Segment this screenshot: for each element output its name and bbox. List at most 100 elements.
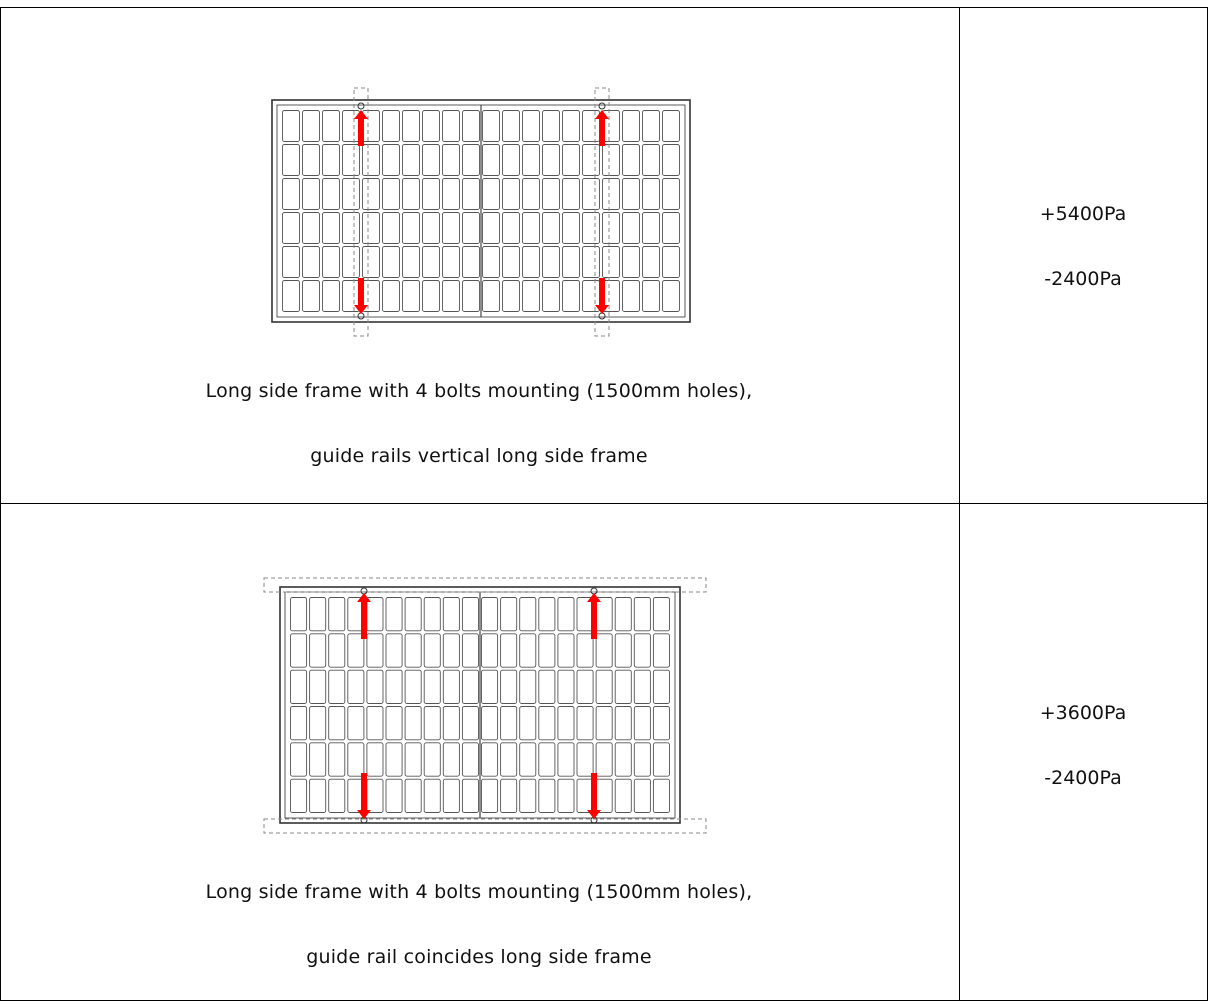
solar-cell [602, 144, 620, 176]
solar-cell [481, 669, 499, 704]
solar-cell [662, 178, 680, 210]
solar-cell [519, 597, 537, 632]
solar-cell [404, 669, 422, 704]
solar-cell [562, 144, 580, 176]
solar-cell [342, 212, 360, 244]
solar-cell [519, 706, 537, 741]
solar-cell [500, 778, 518, 813]
solar-cell [595, 669, 613, 704]
solar-cell [461, 778, 479, 813]
solar-cell [562, 246, 580, 278]
solar-cell [461, 669, 479, 704]
solar-cell [385, 742, 403, 777]
row1-caption-line1: Long side frame with 4 bolts mounting (1… [205, 380, 753, 402]
guide-rail [263, 818, 707, 834]
solar-cell [423, 633, 441, 668]
solar-cell [557, 669, 575, 704]
solar-cell [519, 633, 537, 668]
row2-caption-line2: guide rail coincides long side frame [306, 946, 652, 968]
row2-pressure-positive: +3600Pa [1039, 702, 1127, 724]
solar-cell [461, 742, 479, 777]
solar-cell [366, 706, 384, 741]
solar-cell [422, 280, 440, 312]
solar-cell [538, 597, 556, 632]
solar-cell [482, 110, 500, 142]
solar-cell [309, 633, 327, 668]
solar-cell [602, 178, 620, 210]
solar-cell [422, 246, 440, 278]
solar-cell [481, 597, 499, 632]
solar-cell [462, 144, 480, 176]
solar-cell [502, 144, 520, 176]
column-divider [959, 8, 960, 1000]
solar-cell [481, 742, 499, 777]
solar-cell [423, 669, 441, 704]
solar-cell [522, 280, 540, 312]
solar-cell [302, 246, 320, 278]
solar-cell [442, 633, 460, 668]
solar-cell [404, 633, 422, 668]
solar-cell [482, 212, 500, 244]
solar-cell [404, 706, 422, 741]
solar-cell [309, 669, 327, 704]
solar-cell [462, 280, 480, 312]
solar-cell [500, 597, 518, 632]
solar-cell [422, 178, 440, 210]
solar-cell [462, 212, 480, 244]
solar-cell [322, 144, 340, 176]
solar-cell [362, 110, 380, 142]
solar-cell [423, 778, 441, 813]
solar-cell [652, 597, 670, 632]
load-arrow-head [595, 305, 609, 314]
row1-caption-line2: guide rails vertical long side frame [310, 445, 648, 467]
solar-cell [482, 178, 500, 210]
load-arrow-head [354, 305, 368, 314]
solar-cell [502, 212, 520, 244]
solar-cell [582, 178, 600, 210]
solar-cell [347, 706, 365, 741]
solar-cell [290, 706, 308, 741]
solar-cell [382, 280, 400, 312]
solar-cell [302, 212, 320, 244]
solar-cell [404, 597, 422, 632]
solar-cell [442, 778, 460, 813]
solar-cell [595, 742, 613, 777]
load-arrow-shaft [358, 119, 364, 146]
solar-cell [652, 669, 670, 704]
solar-cell [309, 597, 327, 632]
solar-cell [362, 246, 380, 278]
solar-cell [402, 212, 420, 244]
solar-cell [404, 742, 422, 777]
solar-cell [538, 742, 556, 777]
solar-cell [633, 633, 651, 668]
solar-cell [576, 633, 594, 668]
solar-cell [502, 280, 520, 312]
guide-rail [263, 577, 707, 593]
solar-cell [522, 212, 540, 244]
solar-cell [642, 178, 660, 210]
solar-cell [282, 280, 300, 312]
solar-cell [422, 212, 440, 244]
solar-cell [622, 212, 640, 244]
solar-cell [481, 778, 499, 813]
solar-cell [282, 212, 300, 244]
solar-cell [442, 144, 460, 176]
solar-cell [481, 633, 499, 668]
load-arrow-head [357, 593, 371, 602]
solar-cell [614, 742, 632, 777]
solar-cell [462, 178, 480, 210]
solar-cell [482, 280, 500, 312]
solar-cell [290, 669, 308, 704]
solar-cell [282, 178, 300, 210]
solar-cell [402, 178, 420, 210]
solar-cell [362, 178, 380, 210]
solar-cell [519, 742, 537, 777]
solar-cell [342, 110, 360, 142]
solar-cell [576, 669, 594, 704]
solar-cell [538, 778, 556, 813]
solar-cell [582, 144, 600, 176]
solar-cell [576, 742, 594, 777]
solar-cell [482, 246, 500, 278]
solar-cell [342, 144, 360, 176]
row1-pressure-negative: -2400Pa [1044, 268, 1122, 290]
